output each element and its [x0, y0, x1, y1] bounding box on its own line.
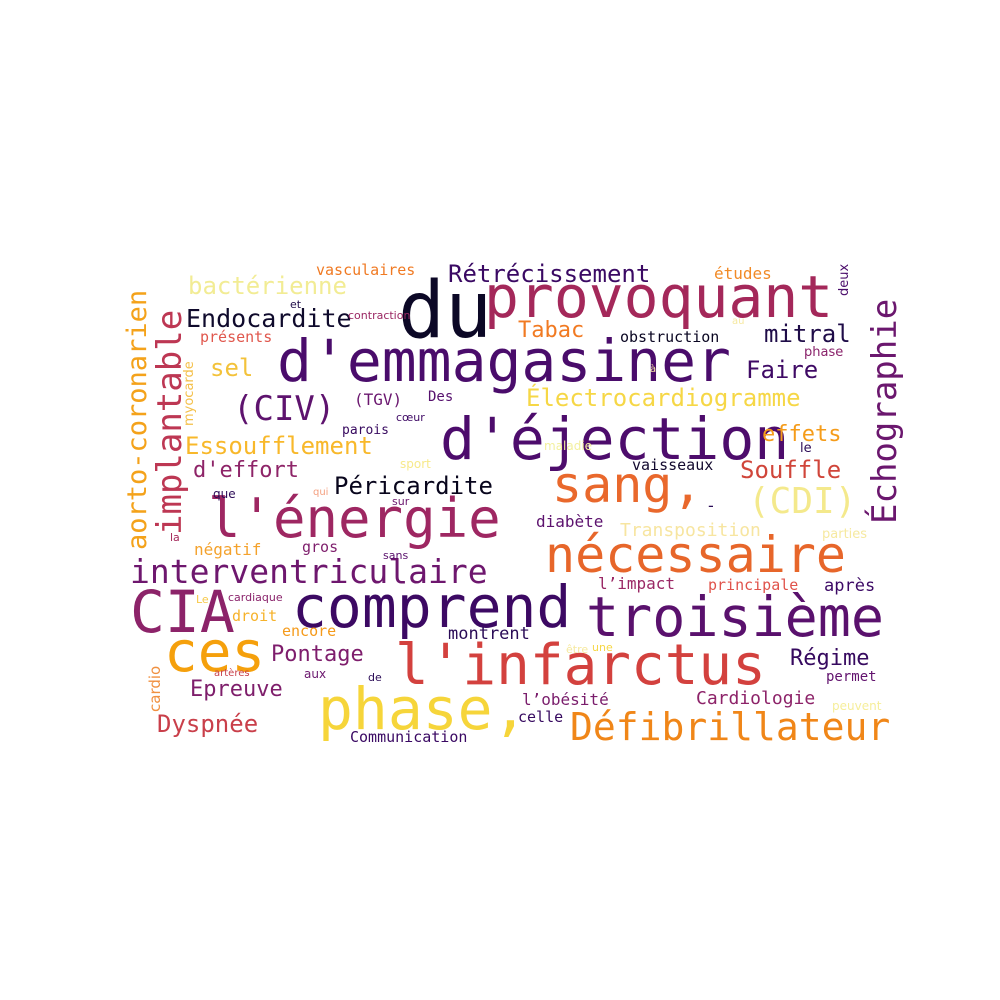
cloud-word: parois [342, 423, 389, 438]
cloud-word: permet [826, 669, 877, 685]
cloud-word: nécessaire [545, 526, 847, 584]
cloud-word: à [650, 364, 657, 375]
cloud-word: la [170, 531, 180, 544]
cloud-word: du [398, 266, 492, 356]
cloud-word: le [800, 441, 812, 456]
cloud-word: l’obésité [522, 690, 609, 709]
cloud-word: principale [708, 576, 799, 594]
cloud-word: Cardiologie [696, 688, 816, 709]
cloud-word: l’impact [598, 574, 676, 593]
cloud-word: après [824, 576, 876, 596]
cloud-word: phase [804, 345, 844, 360]
cloud-word: aorto-coronarien [122, 289, 153, 550]
cloud-word: au [732, 316, 745, 327]
cloud-word: d'éjection [440, 405, 790, 473]
cloud-word: droit [232, 607, 278, 625]
cloud-word: phase, [318, 675, 528, 743]
cloud-word: sang, [552, 456, 703, 514]
cloud-word: (TGV) [354, 390, 403, 409]
cloud-word: interventriculaire [130, 552, 488, 591]
cloud-word: Epreuve [190, 677, 283, 702]
cloud-word: encore [282, 622, 337, 640]
cloud-word: négatif [194, 540, 262, 559]
cloud-word: artères [214, 668, 250, 679]
cloud-word: qui [313, 487, 329, 498]
cloud-word: Endocardite [186, 304, 352, 333]
cloud-word: contraction [348, 309, 411, 322]
cloud-word: (CDI) [748, 481, 857, 522]
cloud-word: que [213, 487, 236, 501]
cloud-word: d'emmagasiner [277, 327, 731, 395]
cloud-word: sans [383, 549, 409, 562]
cloud-word: montrent [448, 624, 530, 644]
cloud-word: études [714, 264, 772, 283]
cloud-word: deux [837, 263, 852, 296]
cloud-word: Défibrillateur [570, 705, 891, 749]
cloud-word: Des [428, 389, 454, 405]
cloud-word: ces [164, 620, 266, 685]
cloud-word: Rétrécissement [448, 260, 651, 288]
cloud-word: comprend [292, 573, 572, 641]
cloud-word: Régime [790, 646, 870, 671]
cloud-word: Échographie [865, 298, 905, 524]
cloud-word: CIA [130, 578, 235, 646]
cloud-word: gros [302, 538, 339, 556]
cloud-word: obstruction [620, 328, 720, 346]
cloud-word: sur [392, 495, 410, 508]
cloud-word: Pontage [271, 642, 364, 667]
cloud-word: de [368, 671, 382, 684]
cloud-word: l'énergie [208, 487, 501, 550]
cloud-word: mitral [764, 320, 851, 348]
cloud-word: cardio [146, 665, 164, 712]
cloud-word: (CIV) [233, 389, 336, 429]
cloud-word: cœur [396, 411, 425, 424]
cloud-word: présents [200, 328, 273, 346]
cloud-word: Communication [350, 728, 468, 746]
cloud-word: troisième [586, 585, 885, 649]
cloud-word: et [290, 298, 302, 311]
cloud-word: diabète [536, 512, 604, 531]
cloud-word: Essoufflement [185, 432, 373, 460]
cloud-word: bactérienne [188, 272, 347, 300]
cloud-word: Transposition [620, 520, 761, 541]
cloud-word: Électrocardiogramme [526, 384, 801, 412]
cloud-word: - [708, 496, 714, 515]
cloud-word: cardiaque [228, 591, 283, 604]
cloud-word: aux [304, 667, 327, 681]
cloud-word: vasculaires [316, 261, 416, 279]
cloud-word: Faire [746, 356, 819, 384]
cloud-word: d'effort [193, 458, 299, 483]
cloud-word: une [592, 641, 613, 654]
cloud-word: effets [762, 422, 842, 447]
cloud-word: Péricardite [334, 472, 493, 500]
cloud-word: sport [400, 457, 431, 471]
cloud-word: parties [822, 527, 868, 542]
cloud-word: maladie [544, 439, 593, 453]
cloud-word: Le [196, 593, 209, 606]
cloud-word: myocarde [182, 361, 197, 426]
cloud-word: Tabac [518, 318, 585, 343]
cloud-word: provoquant [484, 263, 834, 331]
cloud-word: sel [210, 354, 254, 382]
cloud-word: peuvent [832, 699, 882, 713]
cloud-word: Dyspnée [157, 710, 259, 738]
cloud-word: Souffle [740, 456, 842, 484]
cloud-word: être [566, 643, 589, 656]
cloud-word: celle [518, 708, 564, 726]
cloud-word: l'infarctus [395, 633, 766, 698]
cloud-word: vaisseaux [632, 456, 714, 474]
